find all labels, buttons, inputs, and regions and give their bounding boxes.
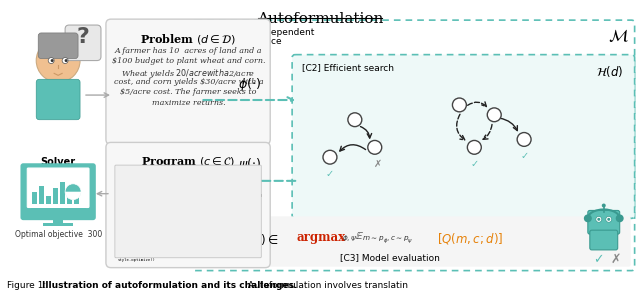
Text: [C2] Efficient search: [C2] Efficient search (302, 64, 394, 73)
Circle shape (605, 216, 612, 222)
Bar (53, 217, 63, 223)
Text: Figure 1:: Figure 1: (8, 281, 49, 290)
Text: A farmer has 10  acres of land and a: A farmer has 10 acres of land and a (115, 47, 262, 55)
Circle shape (348, 113, 362, 127)
Text: model = gp.Model('m = op list goalM'): model = gp.Model('m = op list goalM') (118, 183, 205, 187)
Text: PYT  gurobipy  import  ow: PYT gurobipy import ow (118, 172, 177, 176)
Text: $[Q(m,c;d)]$: $[Q(m,c;d)]$ (438, 231, 504, 246)
Text: $_{\phi,\psi}\mathbb{E}_{m\sim p_\phi,c\sim p_\psi}$: $_{\phi,\psi}\mathbb{E}_{m\sim p_\phi,c\… (342, 231, 413, 246)
Text: ✓: ✓ (520, 151, 528, 161)
Bar (31, 216, 86, 218)
Text: Autoformulation: Autoformulation (257, 12, 383, 26)
Circle shape (467, 141, 481, 154)
Bar (53, 188, 58, 203)
Circle shape (607, 218, 610, 221)
Text: [C1] Problem-dependent: [C1] Problem-dependent (202, 28, 314, 37)
Circle shape (36, 39, 80, 82)
FancyBboxPatch shape (65, 25, 101, 61)
Text: model.addConstr(x[1] + x[0] + 11 = 10, 'lot' 'end'): model.addConstr(x[1] + x[0] + 11 = 10, '… (118, 235, 239, 240)
FancyBboxPatch shape (590, 230, 618, 250)
Bar (32, 192, 37, 203)
Circle shape (65, 184, 81, 200)
Text: Solver: Solver (40, 157, 76, 167)
Bar (74, 194, 79, 203)
Text: x[i] = model.addVar(name='Wheat', vtype=GRB.CONTINUOUS, lb 0): x[i] = model.addVar(name='Wheat', vtype=… (118, 194, 263, 198)
Circle shape (602, 203, 605, 208)
FancyBboxPatch shape (106, 19, 270, 144)
Text: Wheat yields $20/acre with a $2/acre: Wheat yields $20/acre with a $2/acre (122, 67, 256, 81)
Text: hypothesis space: hypothesis space (202, 37, 281, 46)
Bar (46, 196, 51, 203)
Text: ?: ? (77, 27, 90, 47)
Text: ✗: ✗ (374, 159, 382, 169)
Circle shape (323, 150, 337, 164)
Bar (39, 186, 44, 203)
Text: model.addConstr(x[0] + x[1] = 10, 'lot' 'end'): model.addConstr(x[0] + x[1] = 10, 'lot' … (118, 232, 227, 236)
Circle shape (51, 59, 54, 62)
Circle shape (596, 216, 602, 222)
Bar (60, 182, 65, 203)
Text: Optimal objective  300: Optimal objective 300 (15, 230, 102, 239)
Text: ✗: ✗ (611, 253, 621, 266)
Text: argmax: argmax (296, 231, 345, 244)
Polygon shape (73, 57, 81, 63)
Bar (31, 213, 76, 214)
Text: from gurobipy import gp, GRB: from gurobipy import gp, GRB (118, 168, 184, 172)
Text: # Assign named variables: # Assign named variables (118, 243, 175, 247)
FancyBboxPatch shape (196, 216, 630, 267)
Text: # Add constraints: # Add constraints (118, 217, 158, 221)
Text: # Define decision variables (with b,c,d,f,h,i,j,k): # Define decision variables (with b,c,d,… (118, 191, 237, 195)
Text: $\mathcal{H}(d)$: $\mathcal{H}(d)$ (596, 64, 623, 78)
Text: Illustration of autoformulation and its challenges.: Illustration of autoformulation and its … (42, 281, 298, 290)
Text: $\phi(\cdot)$: $\phi(\cdot)$ (238, 76, 260, 93)
Bar (67, 190, 72, 203)
FancyBboxPatch shape (38, 33, 78, 59)
Text: ✓: ✓ (593, 253, 604, 266)
Bar (44, 223, 73, 226)
FancyBboxPatch shape (115, 165, 261, 258)
Circle shape (65, 59, 68, 62)
Text: Problem $(d \in \mathcal{D})$: Problem $(d \in \mathcal{D})$ (141, 32, 237, 46)
Text: cost, and corn yields $30/acre with a: cost, and corn yields $30/acre with a (114, 78, 264, 86)
Circle shape (597, 218, 600, 221)
Text: $\psi(\cdot)$: $\psi(\cdot)$ (238, 156, 260, 173)
FancyBboxPatch shape (588, 211, 620, 234)
FancyBboxPatch shape (292, 55, 635, 218)
Text: model.addConstr(x + 4 * x + 1 * x + x + x + x + x + 0.1): model.addConstr(x + 4 * x + 1 * x + x + … (118, 247, 251, 251)
Text: # Set objective function (maximize profit): # Set objective function (maximize profi… (118, 206, 218, 210)
FancyBboxPatch shape (21, 164, 95, 219)
Text: # Create a new model: # Create a new model (118, 179, 165, 183)
Circle shape (48, 58, 54, 64)
Text: Autoformulation involves translatin: Autoformulation involves translatin (245, 281, 408, 290)
FancyBboxPatch shape (36, 79, 80, 120)
Circle shape (368, 141, 381, 154)
Circle shape (616, 214, 623, 222)
FancyBboxPatch shape (106, 142, 270, 268)
Circle shape (452, 98, 467, 112)
Circle shape (517, 133, 531, 146)
Text: x[i] = model.addVar(name='Corn', vtype=GRB.CONTINUOUS, lb 0): x[i] = model.addVar(name='Corn', vtype=G… (118, 198, 260, 202)
Text: $(\phi^*, \psi^*) \in\ $: $(\phi^*, \psi^*) \in\ $ (218, 231, 280, 251)
Wedge shape (65, 192, 81, 200)
Text: model.addConstr(22.1 * x[0] + 30 * x[1] <= (0 + 100)*4/500): model.addConstr(22.1 * x[0] + 30 * x[1] … (118, 220, 258, 225)
Text: maximize returns.: maximize returns. (152, 98, 225, 106)
Text: ✓: ✓ (326, 169, 334, 179)
Text: $\mathcal{M}$: $\mathcal{M}$ (608, 28, 628, 45)
Text: model.setObjective(20 * x[0] + 30 * x[1], GRB.MAXIMIZE): model.setObjective(20 * x[0] + 30 * x[1]… (118, 209, 248, 213)
Text: [C3] Model evaluation: [C3] Model evaluation (340, 253, 440, 262)
Text: # Add constraints: # Add constraints (118, 228, 158, 232)
FancyBboxPatch shape (28, 168, 89, 208)
Circle shape (62, 58, 68, 64)
Text: Program $(c \in \mathcal{C})$: Program $(c \in \mathcal{C})$ (141, 155, 236, 169)
Text: $100 budget to plant wheat and corn.: $100 budget to plant wheat and corn. (112, 57, 266, 65)
Bar (31, 208, 86, 211)
Text: $5/acre cost. The farmer seeks to: $5/acre cost. The farmer seeks to (120, 88, 257, 96)
Text: style.optimize(): style.optimize() (118, 258, 156, 262)
Circle shape (487, 108, 501, 122)
Circle shape (584, 214, 592, 222)
Text: # Optimize model: # Optimize model (118, 254, 156, 258)
Text: ✓: ✓ (470, 159, 478, 169)
FancyBboxPatch shape (193, 20, 635, 270)
